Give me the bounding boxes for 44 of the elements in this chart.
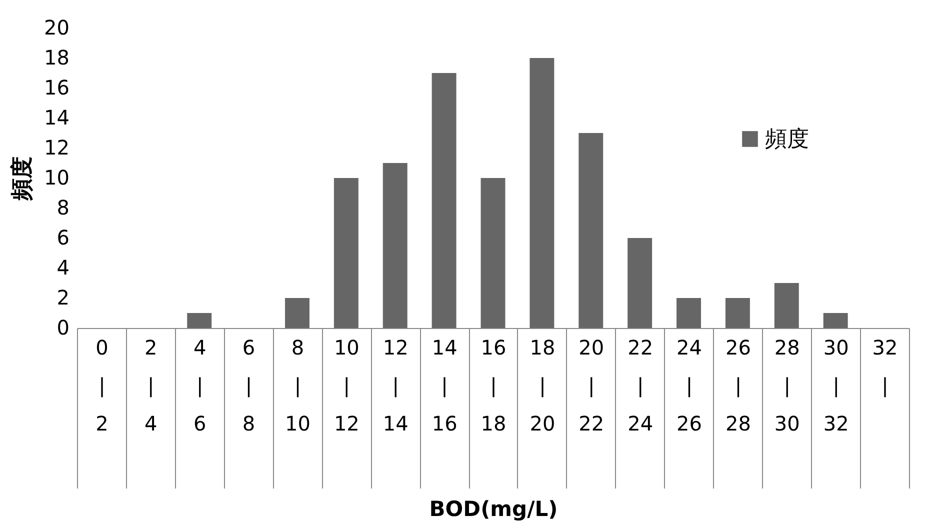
y-tick-label: 2 <box>56 286 70 310</box>
y-tick-label: 8 <box>56 196 70 220</box>
x-tick-label: 12 | 14 <box>382 336 408 436</box>
bar <box>823 313 848 328</box>
x-tick-label: 0 | 2 <box>96 336 108 436</box>
x-tick-label: 2 | 4 <box>144 336 158 436</box>
y-tick-label: 18 <box>44 46 70 70</box>
y-tick-label: 12 <box>44 136 70 160</box>
x-axis-title: BOD(mg/L) <box>429 497 558 521</box>
y-tick-label: 10 <box>44 166 70 190</box>
bar <box>382 163 408 328</box>
x-tick-label: 14 | 16 <box>432 336 458 436</box>
bar <box>432 73 456 328</box>
x-tick-label: 28 | 30 <box>774 336 800 436</box>
x-tick-label: 8 | 10 <box>285 336 310 436</box>
y-tick-label: 14 <box>44 106 70 130</box>
x-tick-label: 16 | 18 <box>480 336 506 436</box>
legend-label: 頻度 <box>765 127 809 152</box>
x-tick-label: 22 | 24 <box>628 336 654 436</box>
bar <box>676 298 701 328</box>
x-tick-label: 26 | 28 <box>725 336 751 436</box>
x-tick-label: 4 | 6 <box>193 336 206 436</box>
y-tick-label: 6 <box>56 226 70 250</box>
bar <box>285 298 310 328</box>
x-tick-label: 10 | 12 <box>334 336 360 436</box>
bar <box>578 133 604 328</box>
bar <box>628 238 652 328</box>
bar <box>530 58 554 328</box>
y-tick-label: 20 <box>44 16 70 40</box>
bar <box>725 298 750 328</box>
x-tick-label: 20 | 22 <box>578 336 604 436</box>
x-tick-label: 32 | <box>872 336 898 398</box>
bar <box>774 283 799 328</box>
bar <box>187 313 212 328</box>
y-tick-label: 4 <box>56 256 70 280</box>
y-axis-title: 頻度 <box>9 156 36 202</box>
bar <box>480 178 506 328</box>
x-tick-label: 30 | 32 <box>823 336 849 436</box>
y-tick-label: 16 <box>44 76 70 100</box>
x-tick-label: 18 | 20 <box>530 336 556 436</box>
x-tick-label: 24 | 26 <box>676 336 702 436</box>
y-tick-label: 0 <box>56 316 70 340</box>
bar <box>334 178 358 328</box>
x-tick-label: 6 | 8 <box>242 336 256 436</box>
